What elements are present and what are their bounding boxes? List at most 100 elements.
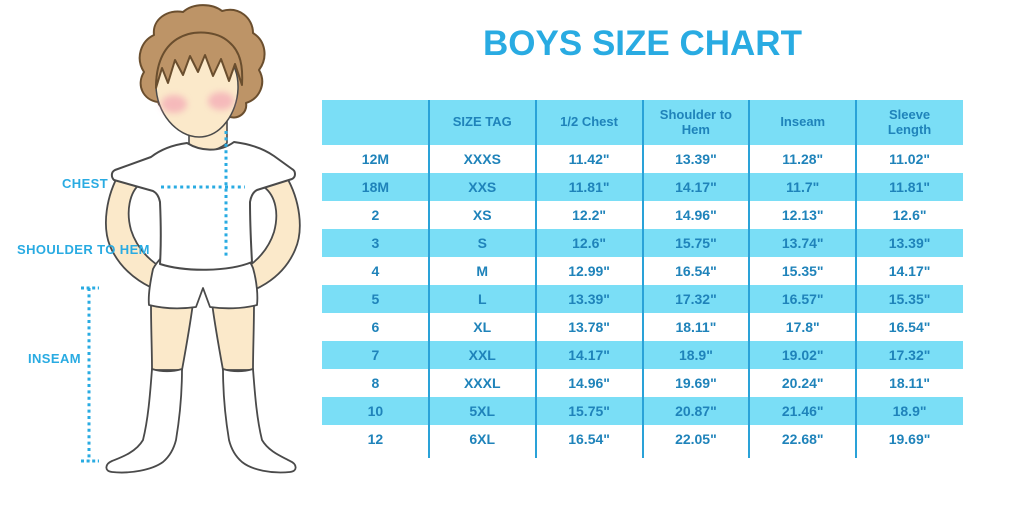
- chest-label: CHEST: [62, 176, 109, 191]
- table-cell: 12.13": [781, 207, 824, 223]
- table-cell: 20.24": [781, 375, 824, 391]
- header-cell: Sleeve Length: [887, 106, 932, 137]
- table-row: 10 5XL 15.75" 20.87" 21.46" 18.9": [322, 397, 963, 425]
- table-cell: 12.6": [572, 235, 607, 251]
- table-cell: 15.35": [888, 291, 931, 307]
- table-row: 5 L 13.39" 17.32" 16.57" 15.35": [322, 285, 963, 313]
- table-cell: 2: [371, 207, 380, 223]
- table-cell: 15.75": [568, 403, 610, 419]
- header-cell: [322, 100, 429, 145]
- header-cell: Shoulder to Hem: [659, 106, 732, 137]
- size-table: SIZE TAG 1/2 Chest Shoulder to Hem Inseam Sl…: [322, 100, 963, 458]
- table-cell: 11.81": [889, 179, 930, 195]
- boy-measurement-diagram: CHEST SHOULDER TO HEM INSEAM: [0, 0, 320, 512]
- table-cell: 19.69": [888, 431, 931, 447]
- table-row: 4 M 12.99" 16.54" 15.35" 14.17": [322, 257, 963, 285]
- right-leg: [211, 302, 255, 371]
- right-cheek: [208, 92, 234, 110]
- table-cell: 17.8": [785, 319, 820, 335]
- table-cell: 15.35": [781, 263, 824, 279]
- shoulder-to-hem-label: SHOULDER TO HEM: [17, 242, 150, 257]
- table-cell: 13.39": [888, 235, 931, 251]
- table-header-row: SIZE TAG 1/2 Chest Shoulder to Hem Inseam Sl…: [322, 100, 963, 145]
- table-cell: 14.17": [888, 263, 931, 279]
- table-cell: 19.69": [675, 375, 717, 391]
- boy-figure-graphic: [81, 4, 301, 474]
- table-cell: 22.05": [675, 431, 717, 447]
- table-cell: 20.87": [675, 403, 717, 419]
- table-row: 6 XL 13.78" 18.11" 17.8" 16.54": [322, 313, 963, 341]
- table-cell: 14.17": [568, 347, 610, 363]
- table-row: 12M XXXS 11.42" 13.39" 11.28" 11.02": [322, 145, 963, 173]
- table-cell: 18.11": [889, 375, 930, 391]
- table-cell: 15.75": [675, 235, 717, 251]
- header-cell: Inseam: [780, 114, 826, 130]
- table-row: 18M XXS 11.81" 14.17" 11.7" 11.81": [322, 173, 963, 201]
- right-sock: [222, 368, 297, 474]
- table-cell: 11.02": [889, 151, 930, 167]
- table-cell: XL: [473, 319, 492, 335]
- table-cell: 13.39": [568, 291, 610, 307]
- table-cell: 14.96": [568, 375, 610, 391]
- table-cell: 10: [367, 403, 384, 419]
- table-cell: 16.57": [781, 291, 824, 307]
- left-sock: [105, 368, 183, 474]
- table-cell: 7: [371, 347, 380, 363]
- table-cell: 18.11": [675, 319, 717, 335]
- table-cell: 14.96": [675, 207, 717, 223]
- table-row: 2 XS 12.2" 14.96" 12.13" 12.6": [322, 201, 963, 229]
- table-cell: XXXS: [463, 151, 501, 167]
- header-cell: 1/2 Chest: [560, 114, 618, 130]
- table-cell: 16.54": [675, 263, 717, 279]
- table-cell: 13.78": [568, 319, 610, 335]
- table-cell: XXS: [468, 179, 497, 195]
- header-cell: SIZE TAG: [452, 114, 512, 130]
- table-cell: 13.74": [781, 235, 824, 251]
- t-shirt: [110, 141, 296, 271]
- table-cell: 5XL: [469, 403, 496, 419]
- table-cell: 17.32": [888, 347, 931, 363]
- table-cell: 14.17": [675, 179, 717, 195]
- table-cell: 11.28": [782, 151, 824, 167]
- table-cell: 6: [371, 319, 380, 335]
- table-cell: 16.54": [888, 319, 931, 335]
- table-cell: 19.02": [781, 347, 824, 363]
- table-cell: 5: [371, 291, 380, 307]
- table-cell: 17.32": [675, 291, 717, 307]
- table-cell: 12.6": [892, 207, 927, 223]
- table-cell: 22.68": [781, 431, 824, 447]
- table-cell: M: [476, 263, 489, 279]
- table-cell: 12.99": [568, 263, 610, 279]
- table-cell: XS: [472, 207, 492, 223]
- table-cell: XXXL: [463, 375, 501, 391]
- table-cell: 12M: [361, 151, 390, 167]
- table-body: 12M XXXS 11.42" 13.39" 11.28" 11.02" 18M XXS 11.…: [322, 145, 963, 453]
- table-cell: 6XL: [469, 431, 496, 447]
- page-title: BOYS SIZE CHART: [483, 24, 802, 63]
- table-cell: 16.54": [568, 431, 610, 447]
- table-cell: 18.9": [678, 347, 713, 363]
- hair-fringe: [155, 31, 244, 89]
- table-row: 3 S 12.6" 15.75" 13.74" 13.39": [322, 229, 963, 257]
- table-cell: 21.46": [781, 403, 824, 419]
- left-leg: [150, 302, 194, 371]
- table-cell: 11.7": [786, 179, 820, 195]
- table-cell: XXL: [468, 347, 496, 363]
- table-cell: 11.81": [568, 179, 610, 195]
- table-cell: 13.39": [675, 151, 717, 167]
- table-cell: 3: [371, 235, 380, 251]
- table-cell: 4: [371, 263, 380, 279]
- table-row: 7 XXL 14.17" 18.9" 19.02" 17.32": [322, 341, 963, 369]
- table-row: 12 6XL 16.54" 22.05" 22.68" 19.69": [322, 425, 963, 453]
- table-cell: 18M: [361, 179, 390, 195]
- left-cheek: [161, 95, 187, 113]
- table-cell: S: [477, 235, 487, 251]
- table-cell: 12.2": [572, 207, 607, 223]
- inseam-label: INSEAM: [28, 351, 81, 366]
- table-row: 8 XXXL 14.96" 19.69" 20.24" 18.11": [322, 369, 963, 397]
- table-cell: 11.42": [568, 151, 610, 167]
- table-cell: L: [477, 291, 487, 307]
- table-cell: 18.9": [892, 403, 927, 419]
- table-cell: 12: [367, 431, 384, 447]
